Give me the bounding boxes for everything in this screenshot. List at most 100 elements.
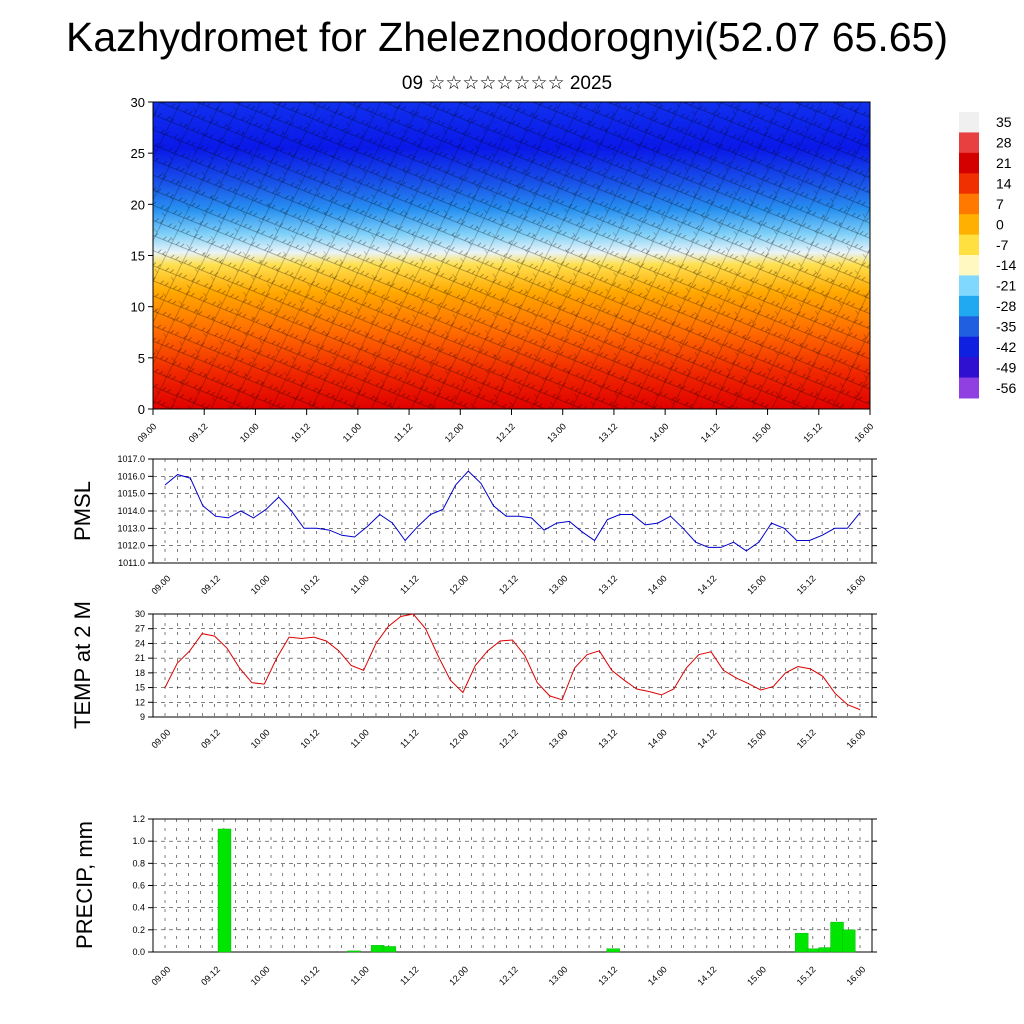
colorbar-swatch [959, 255, 979, 276]
colorbar-label: 35 [996, 114, 1012, 130]
y-tick-label: 1015.0 [117, 489, 145, 499]
x-tick-label: 11.00 [348, 727, 371, 750]
y-tick-label: 5 [138, 351, 145, 366]
precip-bar [347, 950, 361, 953]
colorbar-label: 28 [996, 135, 1012, 151]
colorbar-label: -42 [996, 339, 1016, 355]
colorbar-label: -49 [996, 359, 1016, 375]
x-tick-label: 09.00 [149, 964, 172, 987]
y-tick-label: 9 [140, 712, 145, 722]
x-tick-label: 13.12 [596, 727, 619, 750]
x-tick-label: 09.00 [149, 573, 172, 596]
chart-subtitle: 09 ☆☆☆☆☆☆☆☆ 2025 [401, 73, 613, 94]
series-line [164, 613, 861, 711]
chart-title: Kazhydromet for Zheleznodorognyi(52.07 6… [65, 14, 949, 60]
precip-bar [818, 947, 832, 953]
x-tick-label: 11.12 [398, 727, 421, 750]
x-tick-label: 14.00 [646, 964, 669, 987]
x-tick-label: 10.12 [298, 573, 321, 596]
y-tick-label: 0.6 [132, 881, 145, 891]
plot-frame [152, 458, 873, 564]
x-tick-label: 13.00 [547, 727, 570, 750]
y-tick-label: 1.0 [132, 836, 145, 846]
x-tick-label: 15.12 [795, 727, 818, 750]
y-tick-label: 0.0 [132, 947, 145, 957]
precip-bar [842, 929, 856, 953]
x-tick-label: 10.00 [238, 421, 261, 444]
y-tick-label: 12 [135, 697, 145, 707]
y-tick-label: 15 [131, 249, 145, 264]
y-tick-label: 0.2 [132, 925, 145, 935]
x-tick-label: 14.12 [695, 727, 718, 750]
colorbar: 35 28 21 14 7 0 -7 -14 -21 -28 -35 -42 -49 -56 [959, 112, 1016, 399]
x-tick-label: 10.00 [249, 727, 272, 750]
x-tick-label: 09.12 [199, 964, 222, 987]
x-tick-label: 13.00 [547, 964, 570, 987]
y-tick-label: 15 [135, 683, 145, 693]
x-tick-label: 13.12 [596, 964, 619, 987]
y-tick-label: 1017.0 [117, 454, 145, 464]
x-tick-label: 11.00 [341, 421, 364, 444]
y-tick-label: 1016.0 [117, 471, 145, 481]
y-axis-label: PRECIP, mm [72, 821, 97, 949]
colorbar-swatch [959, 152, 979, 174]
x-tick-label: 13.00 [547, 573, 570, 596]
y-axis-label: TEMP at 2 M [70, 601, 95, 729]
precip-bar [382, 946, 397, 953]
colorbar-swatch [959, 193, 979, 215]
series-line [164, 470, 861, 552]
x-tick-label: 14.00 [648, 421, 671, 444]
x-tick-label: 13.12 [596, 573, 619, 596]
precip-bar [806, 948, 821, 953]
colorbar-swatch [959, 336, 979, 358]
x-tick-label: 11.12 [398, 573, 421, 596]
colorbar-swatch [959, 275, 979, 297]
pmsl-panel: 1011.0 1012.0 1013.0 1014.0 1015.0 1016.0 1017… [70, 454, 877, 596]
colorbar-label: 14 [996, 176, 1012, 192]
colorbar-swatch [959, 234, 979, 256]
x-tick-label: 09.00 [135, 421, 158, 444]
x-tick-label: 09.12 [199, 727, 222, 750]
x-tick-label: 10.12 [298, 964, 321, 987]
colorbar-label: 7 [996, 196, 1004, 212]
x-tick-label: 11.00 [348, 964, 371, 987]
wind-barbs-secondary [153, 102, 870, 409]
x-tick-label: 14.00 [646, 727, 669, 750]
y-axis-label: PMSL [70, 481, 95, 541]
x-tick-label: 12.00 [447, 573, 470, 596]
x-tick-label: 15.12 [795, 964, 818, 987]
x-tick-label: 12.12 [497, 573, 520, 596]
x-tick-label: 11.12 [392, 421, 415, 444]
colorbar-label: 21 [996, 155, 1012, 171]
x-tick-label: 16.00 [844, 727, 867, 750]
x-tick-label: 15.00 [745, 964, 768, 987]
colorbar-swatch [959, 132, 979, 154]
colorbar-swatch [959, 316, 979, 338]
x-tick-label: 16.00 [844, 573, 867, 596]
plot-frame [152, 613, 873, 718]
y-tick-label: 1012.0 [117, 541, 145, 551]
y-tick-label: 1014.0 [117, 506, 145, 516]
temperature-panel: 9 12 15 18 21 24 27 30 TEMP at 2 M 09.00 09.12 10.0… [70, 601, 877, 750]
y-tick-label: 18 [135, 668, 145, 678]
y-tick-label: 1013.0 [117, 523, 145, 533]
precip-bar [830, 921, 844, 953]
x-tick-label: 14.12 [695, 964, 718, 987]
x-tick-label: 12.12 [494, 421, 517, 444]
x-tick-label: 15.12 [801, 421, 824, 444]
x-tick-label: 16.00 [844, 964, 867, 987]
x-tick-label: 10.00 [249, 964, 272, 987]
plot-frame [152, 818, 873, 953]
x-tick-label: 14.12 [695, 573, 718, 596]
y-tick-label: 30 [135, 609, 145, 619]
x-tick-label: 14.00 [646, 573, 669, 596]
colorbar-label: 0 [996, 216, 1004, 232]
colorbar-swatch [959, 377, 979, 399]
y-tick-label: 25 [131, 146, 145, 161]
x-tick-label: 12.00 [443, 421, 466, 444]
colorbar-label: -56 [996, 380, 1016, 396]
colorbar-label: -21 [996, 278, 1016, 294]
x-tick-label: 10.12 [289, 421, 312, 444]
colorbar-swatch [959, 112, 979, 133]
x-tick-label: 10.00 [249, 573, 272, 596]
